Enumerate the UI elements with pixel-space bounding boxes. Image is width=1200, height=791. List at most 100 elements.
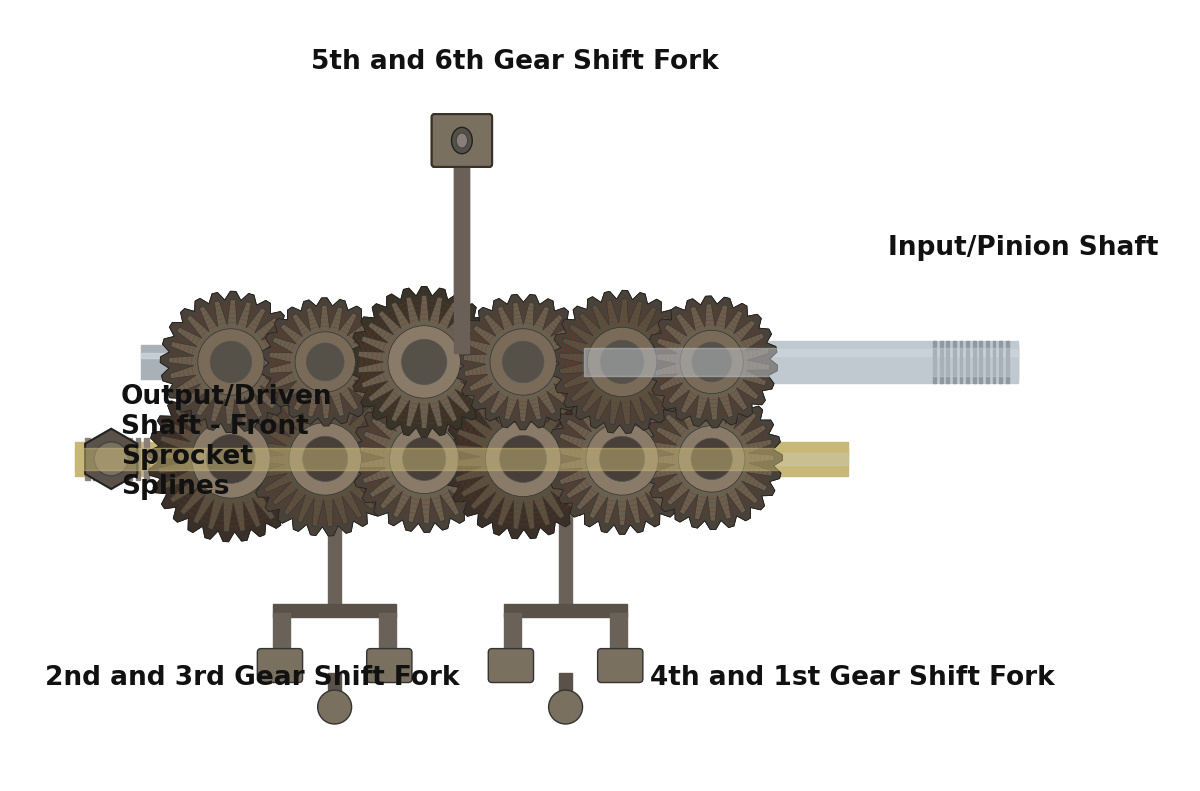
Bar (119, 438, 124, 479)
Text: 4th and 1st Gear Shift Fork: 4th and 1st Gear Shift Fork (650, 665, 1055, 691)
Bar (559, 473, 572, 613)
Circle shape (600, 437, 644, 482)
Text: 5th and 6th Gear Shift Fork: 5th and 6th Gear Shift Fork (311, 49, 719, 75)
Bar (328, 473, 341, 613)
Bar (455, 164, 469, 353)
Circle shape (302, 437, 348, 482)
Bar (102, 438, 107, 479)
Circle shape (588, 327, 656, 396)
Bar (504, 604, 626, 618)
Circle shape (306, 343, 344, 380)
Polygon shape (559, 299, 685, 425)
Bar (274, 604, 396, 618)
Circle shape (390, 424, 458, 494)
Circle shape (95, 442, 128, 476)
Text: Output/Driven
Shaft - Front
Sprocket
Splines: Output/Driven Shaft - Front Sprocket Spl… (121, 384, 332, 501)
Polygon shape (148, 376, 314, 542)
Polygon shape (248, 381, 402, 536)
Circle shape (692, 343, 732, 382)
Bar (94, 438, 98, 479)
Polygon shape (547, 384, 697, 534)
Circle shape (503, 341, 544, 383)
Bar (1006, 341, 1009, 383)
Circle shape (402, 339, 446, 384)
Circle shape (206, 434, 256, 483)
Circle shape (295, 331, 355, 392)
Polygon shape (350, 385, 498, 532)
FancyBboxPatch shape (598, 649, 643, 683)
Circle shape (289, 422, 361, 495)
Polygon shape (559, 299, 685, 425)
Polygon shape (654, 304, 769, 420)
Bar (966, 341, 970, 383)
Polygon shape (649, 396, 774, 521)
Bar (455, 164, 469, 353)
Polygon shape (158, 386, 304, 532)
Circle shape (678, 426, 745, 492)
Circle shape (295, 331, 355, 392)
Polygon shape (443, 379, 604, 539)
Circle shape (600, 437, 644, 482)
Bar (947, 341, 949, 383)
Circle shape (306, 343, 344, 380)
Circle shape (198, 329, 264, 396)
Polygon shape (262, 298, 389, 426)
Bar (144, 438, 149, 479)
Ellipse shape (456, 133, 468, 148)
Bar (610, 613, 626, 660)
Polygon shape (649, 396, 774, 521)
Polygon shape (551, 290, 694, 433)
Ellipse shape (451, 127, 473, 153)
Polygon shape (262, 298, 389, 426)
Circle shape (402, 437, 446, 481)
Bar (136, 438, 140, 479)
Circle shape (680, 331, 743, 394)
FancyBboxPatch shape (488, 649, 534, 683)
Polygon shape (248, 381, 402, 536)
Polygon shape (257, 391, 394, 527)
Bar (1000, 341, 1002, 383)
Circle shape (206, 434, 256, 483)
Polygon shape (358, 296, 491, 428)
Circle shape (678, 426, 745, 492)
Text: 2nd and 3rd Gear Shift Fork: 2nd and 3rd Gear Shift Fork (46, 665, 460, 691)
Circle shape (588, 327, 656, 396)
Bar (127, 438, 132, 479)
Circle shape (691, 438, 732, 479)
Circle shape (486, 421, 560, 497)
Bar (559, 673, 572, 698)
Circle shape (503, 341, 544, 383)
Polygon shape (158, 386, 304, 532)
Circle shape (318, 690, 352, 724)
Circle shape (192, 420, 270, 498)
Polygon shape (556, 392, 689, 525)
Polygon shape (148, 376, 314, 542)
Ellipse shape (451, 127, 473, 153)
Bar (940, 341, 943, 383)
Polygon shape (463, 302, 583, 422)
Circle shape (586, 422, 659, 495)
Bar (992, 341, 996, 383)
Ellipse shape (456, 133, 468, 148)
Bar (504, 613, 521, 660)
Text: Input/Pinion Shaft: Input/Pinion Shaft (888, 235, 1158, 261)
Polygon shape (463, 302, 583, 422)
Circle shape (680, 331, 743, 394)
Polygon shape (452, 388, 594, 529)
Bar (986, 341, 989, 383)
Circle shape (548, 690, 582, 724)
Circle shape (692, 343, 732, 382)
FancyBboxPatch shape (432, 114, 492, 167)
Polygon shape (556, 392, 689, 525)
Bar (934, 341, 936, 383)
Polygon shape (452, 388, 594, 529)
Bar (328, 673, 341, 698)
Circle shape (388, 326, 461, 398)
Polygon shape (85, 429, 137, 489)
Polygon shape (547, 384, 697, 534)
Circle shape (210, 341, 252, 383)
Polygon shape (257, 391, 394, 527)
Polygon shape (161, 291, 301, 433)
FancyBboxPatch shape (367, 649, 412, 683)
Bar (979, 341, 983, 383)
